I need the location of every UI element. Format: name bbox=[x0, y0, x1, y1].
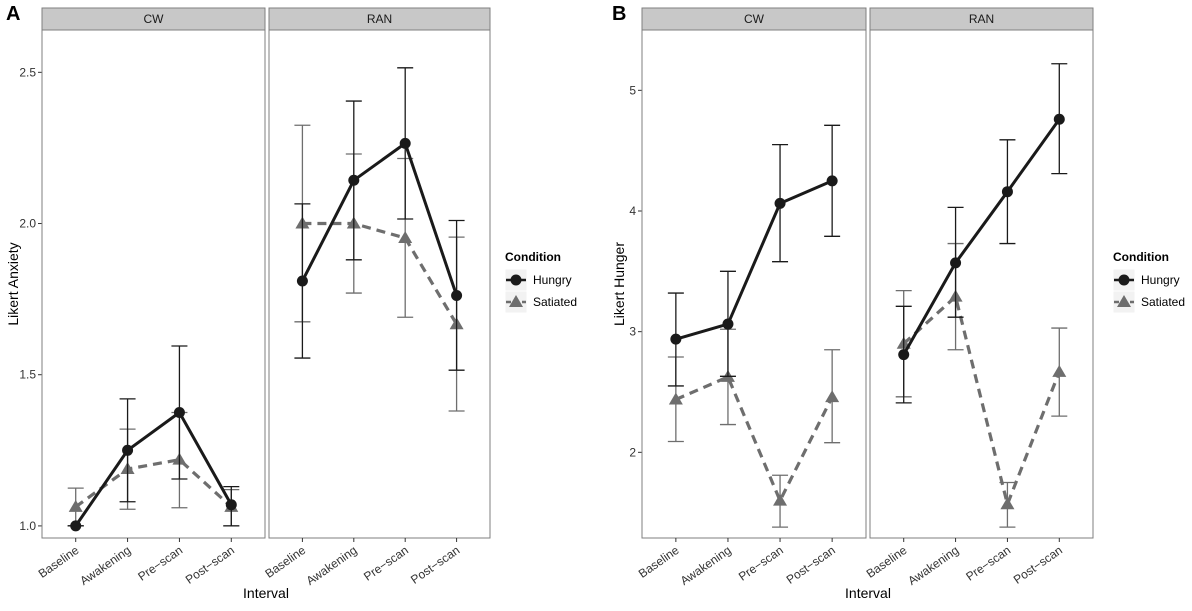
plot-area bbox=[641, 29, 867, 539]
legend-label: Satiated bbox=[1141, 295, 1185, 309]
x-tick-label: Pre−scan bbox=[963, 543, 1013, 584]
y-tick-label: 5 bbox=[629, 83, 636, 97]
legend-marker bbox=[509, 295, 523, 307]
data-point bbox=[670, 333, 682, 345]
plot-area bbox=[41, 29, 266, 539]
x-tick-label: Awakening bbox=[678, 543, 734, 588]
data-point bbox=[451, 289, 463, 301]
y-axis-title: Likert Hunger bbox=[611, 242, 627, 326]
series-line bbox=[302, 221, 458, 326]
legend: Condition Hungry Satiated bbox=[504, 250, 577, 314]
x-tick-label: Baseline bbox=[36, 543, 82, 581]
data-point bbox=[774, 197, 786, 209]
chart-panel-a: A 1.0 1.5 2.0 2.5 Likert Anxiety Interval CW Bas… bbox=[5, 3, 577, 601]
data-point bbox=[296, 275, 308, 287]
data-point bbox=[122, 444, 134, 456]
data-point bbox=[348, 174, 360, 186]
x-axis-title: Interval bbox=[243, 585, 289, 601]
y-tick-label: 3 bbox=[629, 325, 636, 339]
y-tick-label: 2.0 bbox=[19, 217, 36, 231]
x-tick-label: Post−scan bbox=[784, 543, 838, 587]
legend-title: Condition bbox=[505, 250, 561, 264]
legend-marker bbox=[1117, 295, 1131, 307]
panel-letter: A bbox=[6, 3, 20, 25]
series-line bbox=[902, 118, 1061, 356]
data-point bbox=[1001, 186, 1013, 198]
facet-strip-label: CW bbox=[144, 12, 165, 26]
data-point bbox=[225, 499, 237, 511]
data-point bbox=[399, 137, 411, 149]
data-point bbox=[398, 231, 413, 244]
x-tick-label: Post−scan bbox=[183, 543, 237, 587]
series-hungry bbox=[294, 67, 465, 371]
data-point bbox=[773, 493, 788, 506]
series-line bbox=[301, 141, 459, 296]
facet-strip-label: RAN bbox=[367, 12, 392, 26]
data-point bbox=[173, 407, 185, 419]
data-point bbox=[70, 520, 82, 532]
data-point bbox=[722, 318, 734, 330]
series-hungry bbox=[667, 124, 841, 387]
y-tick-label: 2.5 bbox=[19, 65, 36, 79]
x-tick-label: Baseline bbox=[262, 543, 308, 581]
legend-label: Hungry bbox=[1141, 273, 1180, 287]
x-tick-label: Baseline bbox=[864, 543, 910, 581]
data-point bbox=[825, 390, 840, 403]
x-tick-label: Post−scan bbox=[408, 543, 462, 587]
x-tick-label: Awakening bbox=[77, 543, 133, 588]
series-hungry bbox=[895, 63, 1068, 404]
legend-marker bbox=[510, 274, 522, 286]
x-tick-label: Baseline bbox=[636, 543, 682, 581]
x-tick-label: Awakening bbox=[304, 543, 360, 588]
y-axis-title: Likert Anxiety bbox=[5, 242, 21, 325]
series-line bbox=[74, 411, 233, 527]
facet-strip-label: RAN bbox=[969, 12, 994, 26]
data-point bbox=[1053, 113, 1065, 125]
x-tick-label: Awakening bbox=[905, 543, 961, 588]
x-tick-label: Pre−scan bbox=[361, 543, 411, 584]
data-point bbox=[826, 175, 838, 187]
legend-marker bbox=[1118, 274, 1130, 286]
series-line bbox=[902, 295, 1061, 506]
y-tick-label: 1.5 bbox=[19, 368, 36, 382]
series-line bbox=[675, 375, 834, 503]
x-tick-label: Pre−scan bbox=[736, 543, 786, 584]
x-axis-title: Interval bbox=[845, 585, 891, 601]
series-line bbox=[675, 179, 833, 341]
legend-title: Condition bbox=[1113, 250, 1169, 264]
y-tick-label: 4 bbox=[629, 204, 636, 218]
series-hungry bbox=[67, 345, 240, 532]
y-tick-label: 1.0 bbox=[19, 519, 36, 533]
data-point bbox=[1000, 497, 1015, 510]
data-point bbox=[950, 257, 962, 269]
legend: Condition Hungry Satiated bbox=[1112, 250, 1185, 314]
facet-strip-label: CW bbox=[744, 12, 765, 26]
data-point bbox=[668, 392, 683, 405]
panel-letter: B bbox=[612, 3, 626, 25]
data-point bbox=[898, 349, 910, 361]
x-tick-label: Pre−scan bbox=[135, 543, 185, 584]
y-tick-label: 2 bbox=[629, 445, 636, 459]
data-point bbox=[68, 499, 83, 512]
legend-label: Satiated bbox=[533, 295, 577, 309]
plot-area bbox=[869, 29, 1094, 539]
data-point bbox=[1052, 364, 1067, 377]
x-tick-label: Post−scan bbox=[1011, 543, 1065, 587]
legend-label: Hungry bbox=[533, 273, 572, 287]
